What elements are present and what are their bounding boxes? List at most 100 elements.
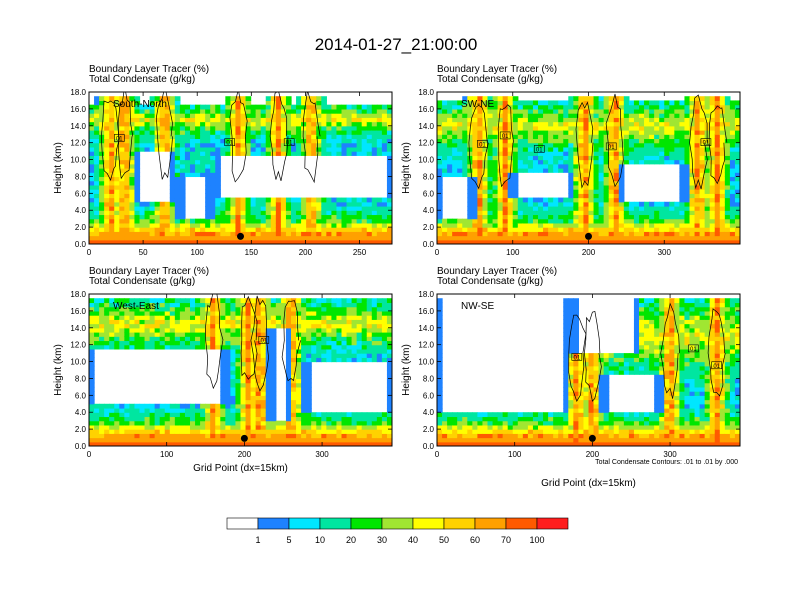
field-cell	[275, 210, 282, 216]
field-cell	[119, 134, 125, 140]
field-cell	[195, 104, 201, 110]
field-cell	[321, 239, 327, 244]
field-cell	[578, 108, 585, 114]
field-cell	[235, 222, 242, 228]
field-cell	[296, 315, 302, 320]
field-cell	[336, 138, 343, 144]
field-cell	[99, 180, 105, 186]
field-cell	[553, 108, 559, 114]
field-cell	[386, 201, 392, 207]
field-cell	[623, 146, 630, 152]
field-cell	[628, 206, 635, 211]
field-cell	[376, 104, 383, 110]
field-cell	[376, 138, 383, 144]
field-cell	[306, 327, 312, 333]
field-cell	[709, 180, 716, 186]
contour-label: 01	[703, 141, 710, 147]
field-cell	[291, 108, 297, 114]
field-cell	[457, 121, 463, 127]
field-cell	[99, 235, 105, 241]
field-cell	[583, 193, 590, 199]
field-cell	[114, 125, 120, 131]
field-cell	[250, 370, 257, 375]
field-cell	[270, 210, 277, 216]
field-cell	[220, 302, 226, 308]
field-cell	[724, 210, 731, 216]
field-cell	[517, 151, 524, 156]
field-cell	[527, 159, 534, 165]
field-cell	[169, 319, 176, 325]
field-cell	[210, 189, 216, 194]
field-cell	[316, 441, 322, 446]
field-cell	[326, 332, 332, 337]
field-cell	[245, 344, 252, 350]
field-cell	[149, 327, 156, 333]
field-cell	[578, 146, 585, 152]
field-cell	[144, 412, 151, 418]
field-cell	[179, 344, 186, 350]
field-cell	[89, 235, 95, 241]
field-cell	[205, 201, 211, 207]
field-cell	[291, 391, 297, 396]
field-cell	[336, 340, 343, 346]
field-cell	[245, 302, 252, 308]
field-cell	[94, 193, 100, 199]
field-cell	[275, 239, 282, 244]
field-cell	[195, 323, 201, 329]
field-cell	[210, 159, 216, 165]
field-cell	[149, 412, 156, 418]
field-cell	[255, 231, 262, 237]
field-cell	[709, 134, 716, 140]
field-cell	[154, 222, 161, 228]
field-cell	[331, 332, 338, 337]
field-cell	[522, 146, 529, 152]
field-cell	[522, 163, 529, 169]
field-cell	[366, 302, 373, 308]
field-cell	[346, 348, 353, 354]
field-cell	[255, 201, 262, 207]
field-cell	[734, 210, 740, 216]
field-cell	[245, 361, 252, 367]
field-cell	[694, 96, 701, 102]
field-cell	[230, 104, 237, 110]
field-cell	[573, 197, 579, 203]
field-cell	[134, 96, 141, 102]
field-cell	[280, 441, 287, 446]
field-cell	[674, 117, 680, 123]
field-cell	[704, 138, 711, 144]
field-cell	[311, 340, 317, 346]
field-cell	[200, 315, 206, 320]
field-cell	[210, 168, 216, 173]
field-cell	[301, 386, 307, 392]
field-cell	[291, 201, 297, 207]
field-cell	[306, 146, 312, 152]
field-cell	[512, 108, 519, 114]
field-cell	[270, 117, 277, 123]
field-cell	[225, 121, 231, 127]
field-cell	[654, 159, 660, 165]
field-cell	[134, 239, 141, 244]
field-cell	[225, 210, 231, 216]
field-cell	[689, 113, 696, 118]
field-cell	[119, 441, 125, 446]
field-cell	[593, 176, 600, 182]
field-cell	[270, 239, 277, 244]
field-cell	[613, 146, 620, 152]
field-cell	[477, 201, 484, 207]
field-cell	[200, 336, 206, 342]
field-cell	[144, 142, 151, 148]
field-cell	[331, 353, 338, 358]
field-cell	[210, 302, 216, 308]
field-cell	[699, 104, 706, 110]
field-cell	[306, 370, 312, 375]
field-cell	[346, 437, 353, 443]
field-cell	[669, 125, 675, 131]
field-cell	[356, 323, 363, 329]
field-cell	[134, 319, 141, 325]
field-cell	[553, 117, 559, 123]
field-cell	[639, 130, 645, 135]
field-cell	[694, 163, 701, 169]
field-cell	[321, 319, 327, 325]
field-cell	[346, 433, 353, 439]
field-cell	[558, 227, 564, 232]
